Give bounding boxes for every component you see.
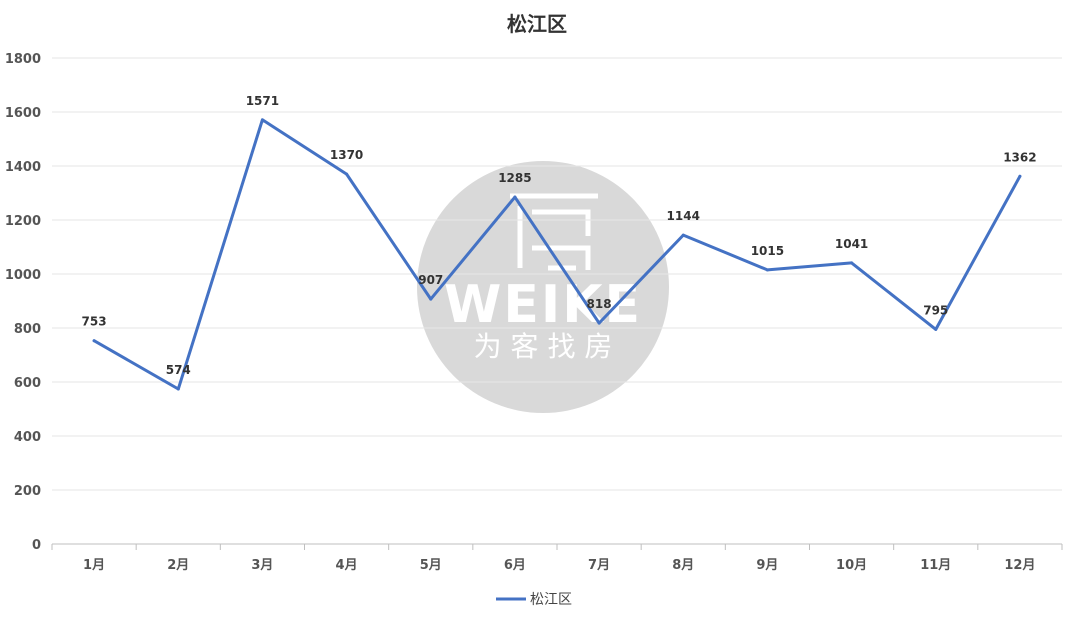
x-tick-label: 9月	[756, 558, 778, 573]
watermark-brand: WEIKE	[444, 275, 642, 335]
data-point	[597, 321, 601, 325]
data-point	[429, 297, 433, 301]
data-point	[681, 233, 685, 237]
chart-title: 松江区	[507, 12, 567, 36]
data-point	[765, 268, 769, 272]
data-point	[850, 261, 854, 265]
legend-label: 松江区	[530, 592, 572, 608]
y-tick-label: 400	[14, 430, 41, 445]
house-logo-icon	[510, 193, 598, 271]
data-label: 1144	[667, 209, 700, 223]
data-point	[260, 118, 264, 122]
data-point	[176, 387, 180, 391]
y-tick-label: 1800	[5, 52, 41, 67]
data-label: 1015	[751, 244, 784, 258]
y-tick-label: 1400	[5, 160, 41, 175]
x-tick-label: 12月	[1004, 558, 1035, 573]
y-tick-label: 200	[14, 484, 41, 499]
watermark-slogan: 为 客 找 房	[474, 330, 613, 363]
data-label: 753	[82, 315, 107, 329]
data-point	[92, 339, 96, 343]
watermark: WEIKE 为 客 找 房	[417, 161, 669, 413]
data-point	[345, 172, 349, 176]
data-label: 1362	[1003, 150, 1036, 164]
data-point	[934, 327, 938, 331]
data-label: 574	[166, 363, 191, 377]
data-label: 1370	[330, 148, 363, 162]
x-tick-label: 7月	[588, 558, 610, 573]
x-tick-label: 4月	[336, 558, 358, 573]
x-tick-label: 11月	[920, 558, 951, 573]
x-tick-label: 2月	[167, 558, 189, 573]
y-tick-label: 600	[14, 376, 41, 391]
data-label: 818	[587, 297, 612, 311]
grid-lines	[52, 57, 1062, 491]
x-tick-label: 10月	[836, 558, 867, 573]
data-label: 907	[418, 273, 443, 287]
y-tick-label: 800	[14, 322, 41, 337]
y-tick-label: 1200	[5, 214, 41, 229]
y-tick-label: 0	[32, 538, 41, 553]
watermark-circle	[417, 161, 669, 413]
series-line	[92, 118, 1022, 391]
data-point	[1018, 174, 1022, 178]
data-label: 1571	[246, 94, 279, 108]
y-axis: 0 200 400 600 800 1000 1200 1400 1600 1800	[5, 52, 41, 553]
data-label: 1041	[835, 237, 868, 251]
data-label: 795	[923, 303, 948, 317]
y-tick-label: 1600	[5, 106, 41, 121]
x-axis: 1月 2月 3月 4月 5月 6月 7月 8月 9月 10月 11月 12月	[51, 543, 1063, 573]
x-tick-label: 1月	[83, 558, 105, 573]
x-tick-label: 3月	[251, 558, 273, 573]
data-label: 1285	[498, 171, 531, 185]
x-tick-label: 6月	[504, 558, 526, 573]
x-tick-label: 5月	[420, 558, 442, 573]
data-labels: 753 574 1571 1370 907 1285 818 1144 1015 1041 795 1…	[82, 94, 1037, 377]
series-layer	[92, 118, 1022, 391]
x-tick-label: 8月	[672, 558, 694, 573]
data-point	[513, 195, 517, 199]
y-tick-label: 1000	[5, 268, 41, 283]
legend: 松江区	[496, 592, 572, 608]
